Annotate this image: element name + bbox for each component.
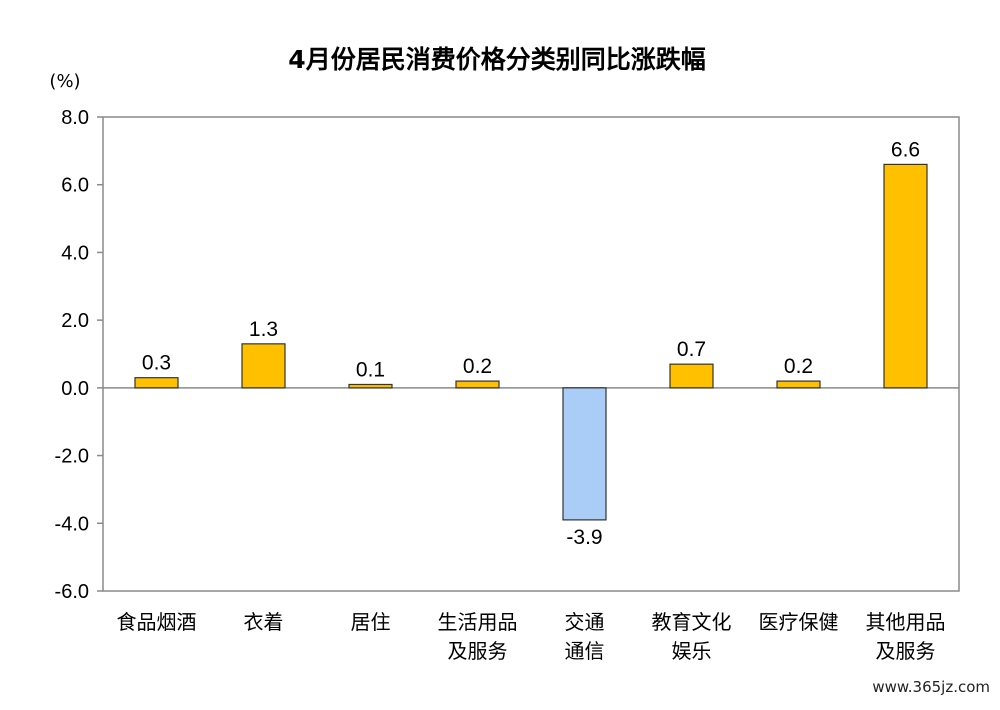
x-category-label: 娱乐	[672, 639, 712, 663]
bar	[134, 377, 179, 389]
x-category-label: 及服务	[876, 639, 936, 663]
data-label: 6.6	[891, 138, 920, 161]
data-labels: 0.3 1.3 0.1 0.2 -3.9 0.7 0.2 6.6	[142, 138, 920, 549]
x-category-label: 医疗保健	[759, 610, 839, 634]
bar-series	[134, 163, 928, 521]
watermark-text: www.365jz.com	[872, 678, 990, 696]
bar	[562, 387, 607, 521]
data-label: 0.2	[463, 355, 492, 378]
x-category-label: 其他用品	[866, 610, 946, 634]
x-category-label: 衣着	[244, 610, 284, 634]
y-tick-label: 6.0	[61, 175, 89, 197]
x-category-label: 居住	[351, 610, 391, 634]
bar	[455, 380, 500, 389]
x-category-label: 通信	[565, 639, 605, 663]
bar	[241, 343, 286, 389]
data-label: 0.1	[356, 358, 385, 381]
data-label: -3.9	[566, 526, 602, 549]
y-tick-label: 8.0	[61, 107, 89, 129]
y-tick-label: -2.0	[55, 446, 89, 468]
data-label: 0.3	[142, 352, 171, 375]
x-category-label: 及服务	[448, 639, 508, 663]
data-label: 0.2	[784, 355, 813, 378]
y-axis-unit-label: (%)	[49, 71, 80, 92]
bar	[348, 383, 393, 389]
bar	[883, 163, 928, 389]
y-tick-label: 0.0	[61, 378, 89, 400]
bar	[776, 380, 821, 389]
y-tick-label: -4.0	[55, 513, 89, 535]
chart-title: 4月份居民消费价格分类别同比涨跌幅	[288, 45, 705, 74]
y-tick-label: 2.0	[61, 310, 89, 332]
data-label: 1.3	[249, 318, 278, 341]
y-axis-ticks: 8.0 6.0 4.0 2.0 0.0 -2.0 -4.0 -6.0	[55, 107, 103, 603]
x-category-label: 教育文化	[652, 610, 732, 634]
bar	[669, 363, 714, 389]
y-tick-label: 4.0	[61, 242, 89, 264]
x-category-label: 食品烟酒	[117, 610, 197, 634]
x-category-label: 生活用品	[438, 610, 518, 634]
data-label: 0.7	[677, 338, 706, 361]
plot-area-frame	[102, 116, 960, 592]
y-tick-label: -6.0	[55, 581, 89, 603]
x-category-label: 交通	[565, 610, 605, 634]
